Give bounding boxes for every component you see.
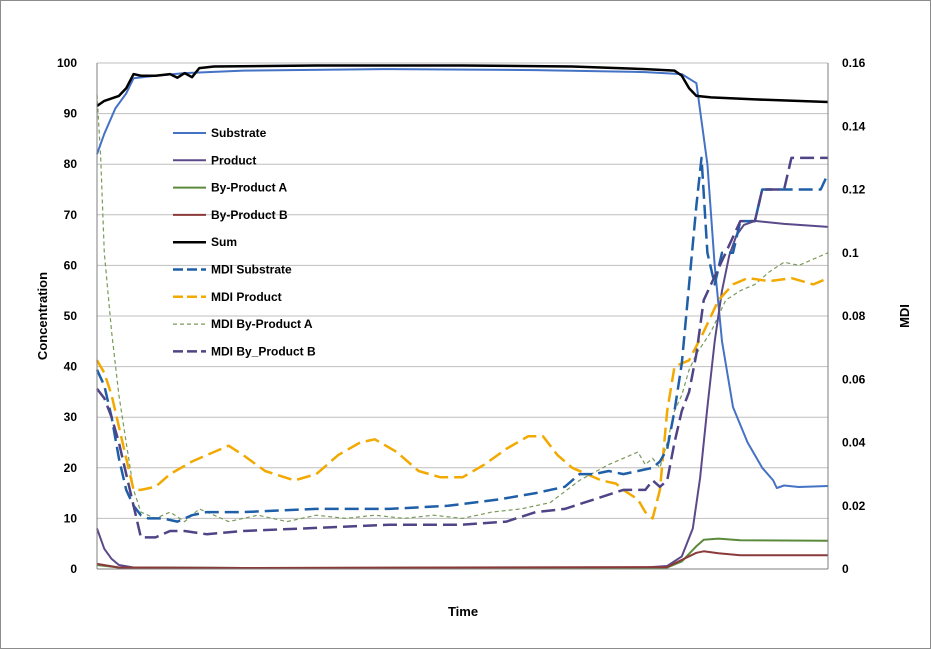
y2-tick-label: 0.12 xyxy=(842,183,866,197)
legend-label: MDI By_Product B xyxy=(211,344,316,358)
y-tick-label: 0 xyxy=(70,562,77,576)
y-axis-title: Concentration xyxy=(35,272,50,360)
y-tick-label: 30 xyxy=(64,410,78,424)
legend-label: Substrate xyxy=(211,126,267,140)
legend: Substrate Product By-Product A By-Product B… xyxy=(173,126,316,358)
series-line-product xyxy=(96,219,829,569)
y-tick-label: 40 xyxy=(64,360,78,374)
y2-tick-label: 0.14 xyxy=(842,119,866,133)
legend-label: By-Product B xyxy=(211,208,288,222)
y2-tick-label: 0.16 xyxy=(842,56,866,70)
series-line-mdi-product xyxy=(95,276,829,520)
legend-label: MDI By-Product A xyxy=(211,317,313,331)
y2-tick-label: 0 xyxy=(842,562,849,576)
series-line-mdi-substrate xyxy=(95,156,830,523)
y-tick-label: 50 xyxy=(64,309,78,323)
right-axis-ticks: 0 0.02 0.04 0.06 0.08 0.1 0.12 0.14 0.16 xyxy=(842,56,866,576)
y-tick-label: 70 xyxy=(64,208,78,222)
legend-label: MDI Product xyxy=(211,290,282,304)
x-axis-title: Time xyxy=(448,604,478,619)
legend-label: MDI Substrate xyxy=(211,263,292,277)
left-axis-ticks: 0 10 20 30 40 50 60 70 80 90 100 xyxy=(57,56,77,576)
y-tick-label: 80 xyxy=(64,157,78,171)
y2-axis-title: MDI xyxy=(897,304,912,328)
legend-label: Sum xyxy=(211,235,237,249)
legend-label: By-Product A xyxy=(211,181,288,195)
y-tick-label: 10 xyxy=(64,511,78,525)
series-line-sum xyxy=(96,64,829,108)
series-lines xyxy=(95,64,830,569)
y2-tick-label: 0.08 xyxy=(842,309,866,323)
y-tick-label: 60 xyxy=(64,258,78,272)
y2-tick-label: 0.06 xyxy=(842,372,866,386)
series-line-by-product-b xyxy=(96,550,828,569)
series-line-substrate xyxy=(96,68,829,489)
y-tick-label: 20 xyxy=(64,461,78,475)
y-tick-label: 100 xyxy=(57,56,77,70)
y2-tick-label: 0.02 xyxy=(842,499,866,513)
legend-label: Product xyxy=(211,153,256,167)
y2-tick-label: 0.04 xyxy=(842,436,866,450)
y2-tick-label: 0.1 xyxy=(842,246,859,260)
y-tick-label: 90 xyxy=(64,107,78,121)
axes xyxy=(96,63,829,570)
